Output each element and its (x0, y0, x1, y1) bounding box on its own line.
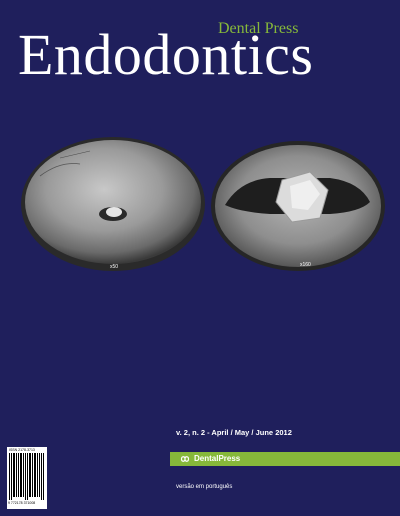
green-band (170, 452, 400, 466)
journal-title: Endodontics (18, 22, 314, 87)
sem-micrograph-left (21, 137, 205, 271)
infinity-logo-icon (180, 455, 190, 462)
publisher-logo: DentalPress (178, 454, 240, 463)
magnification-label-left: x50 (110, 264, 119, 270)
barcode: ISSN 2178-3713 9 772178 371008 (7, 447, 47, 509)
brand-name: Dental Press (218, 20, 299, 37)
version-note: versão em português (176, 484, 233, 490)
issn-label: ISSN 2178-3713 (9, 448, 35, 452)
sem-micrograph-right (211, 141, 385, 271)
publisher-logo-text: DentalPress (194, 454, 241, 463)
issue-info: v. 2, n. 2 - April / May / June 2012 (176, 428, 292, 437)
barcode-bars-icon (9, 453, 44, 500)
magnification-label-right: x160 (300, 262, 311, 268)
barcode-number: 9 772178 371008 (8, 501, 36, 505)
